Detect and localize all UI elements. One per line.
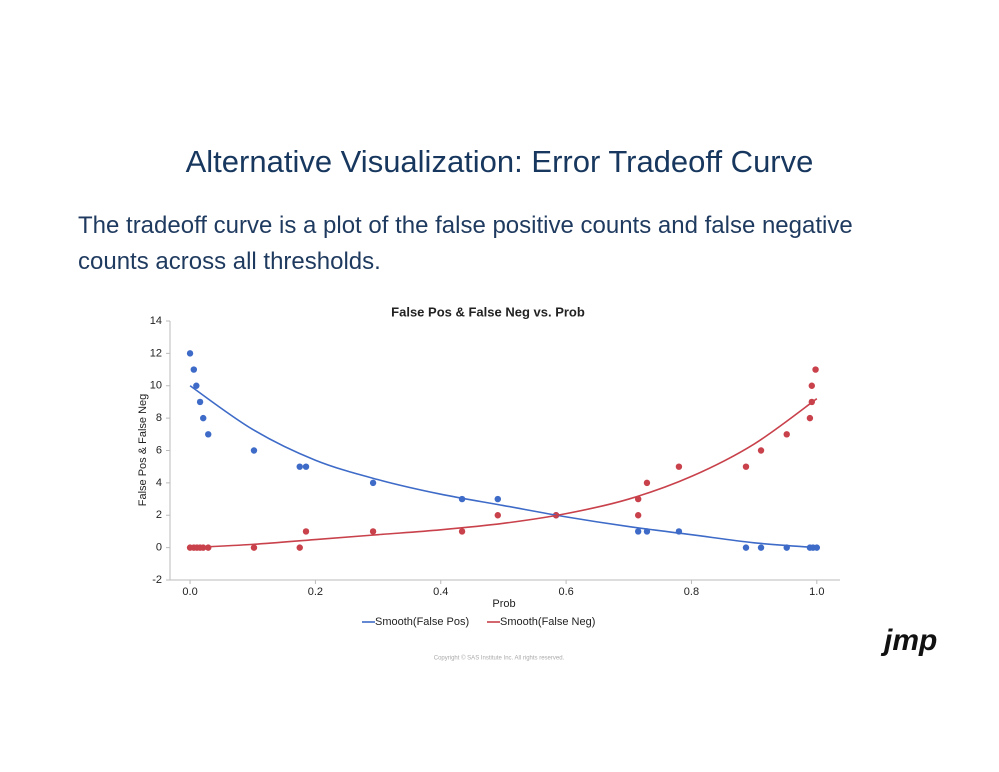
x-axis-label: Prob <box>492 598 515 610</box>
point <box>812 366 819 373</box>
y-tick-label: 12 <box>150 347 162 359</box>
x-tick-label: 0.4 <box>433 586 448 598</box>
legend-label: Smooth(False Pos) <box>375 616 469 628</box>
y-tick-label: 6 <box>156 444 162 456</box>
point <box>302 463 310 470</box>
y-tick-label: 4 <box>156 477 162 489</box>
point <box>742 544 750 551</box>
point <box>205 431 212 438</box>
y-tick-label: 14 <box>150 315 162 327</box>
logo: jmp <box>880 624 937 657</box>
point <box>458 528 466 535</box>
point <box>808 382 815 389</box>
y-tick-label: 2 <box>156 509 162 521</box>
point <box>757 447 765 454</box>
chart-title: False Pos & False Neg vs. Prob <box>391 304 585 319</box>
point <box>806 414 814 422</box>
point <box>742 463 750 470</box>
point <box>634 528 642 535</box>
point <box>369 528 377 535</box>
point <box>193 382 200 389</box>
point <box>296 544 303 551</box>
point <box>494 495 501 503</box>
point <box>250 447 258 454</box>
y-axis-label: False Pos & False Neg <box>137 394 149 507</box>
slide-title: Alternative Visualization: Error Tradeof… <box>185 144 814 179</box>
point <box>200 414 207 422</box>
point <box>186 350 194 357</box>
y-tick-label: 0 <box>156 542 162 554</box>
y-tick-label: 8 <box>156 412 162 424</box>
point <box>250 544 258 551</box>
x-tick-label: 0.2 <box>308 586 323 598</box>
point <box>643 479 651 487</box>
point <box>369 479 377 487</box>
point <box>494 512 501 519</box>
point <box>783 431 790 438</box>
copyright: Copyright © SAS Institute Inc. All right… <box>434 655 565 662</box>
y-tick-label: 10 <box>150 380 162 392</box>
point <box>196 398 204 406</box>
legend-label: Smooth(False Neg) <box>500 616 595 628</box>
point <box>302 528 310 535</box>
x-tick-label: 0.6 <box>558 586 573 598</box>
point <box>757 544 765 551</box>
point <box>296 463 303 470</box>
x-tick-label: 1.0 <box>809 586 824 598</box>
point <box>675 463 683 470</box>
x-tick-label: 0.8 <box>684 586 699 598</box>
point <box>190 366 198 373</box>
y-tick-label: -2 <box>152 574 162 586</box>
smooth-line <box>190 398 818 549</box>
slide-body: The tradeoff curve is a plot of the fals… <box>78 212 853 275</box>
smooth-line <box>189 385 817 549</box>
x-tick-label: 0.0 <box>182 586 197 598</box>
point <box>634 512 642 519</box>
